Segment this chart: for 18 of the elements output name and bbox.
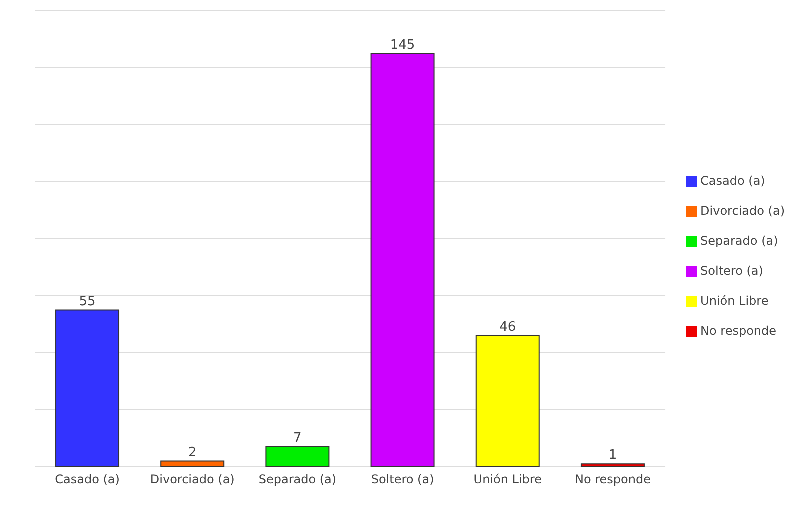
data-label: 2 — [188, 445, 197, 460]
data-label: 7 — [294, 431, 302, 446]
x-tick-label: Divorciado (a) — [150, 472, 235, 487]
x-tick-label: Casado (a) — [55, 472, 120, 487]
data-label: 145 — [390, 38, 416, 53]
x-tick-label: No responde — [574, 472, 651, 487]
x-tick-label: Unión Libre — [474, 472, 542, 487]
legend-label: Unión Libre — [700, 294, 769, 308]
legend-label: Casado (a) — [700, 174, 766, 188]
legend-label: Divorciado (a) — [700, 204, 785, 218]
data-label: 46 — [500, 320, 516, 335]
data-label: 1 — [608, 448, 618, 464]
x-tick-label: Soltero (a) — [371, 472, 434, 487]
data-label: 55 — [79, 294, 96, 310]
legend-label: No responde — [700, 324, 777, 338]
legend-label: Soltero (a) — [700, 264, 764, 278]
x-tick-label: Separado (a) — [258, 472, 337, 487]
legend-label: Separado (a) — [700, 234, 778, 248]
